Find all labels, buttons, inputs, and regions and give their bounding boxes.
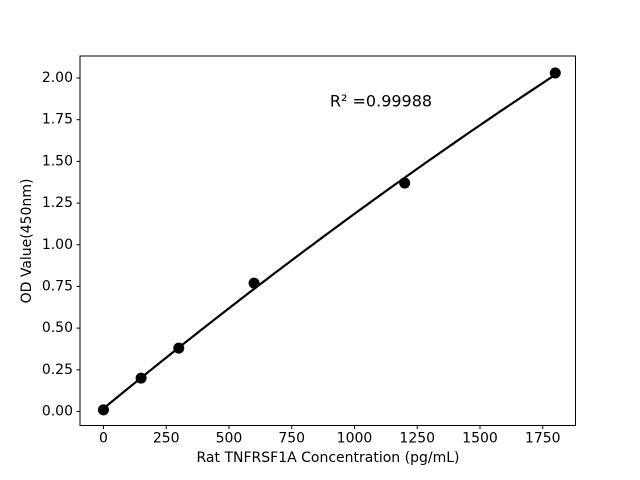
data-point [549,67,561,79]
x-tick-label: 1500 [462,431,498,447]
data-point [97,404,109,416]
y-tick-label: 0.75 [42,278,73,294]
y-tick-label: 1.75 [42,112,73,128]
data-point [399,177,411,189]
y-axis-label: OD Value(450nm) [19,179,35,304]
data-point [248,277,260,289]
y-tick-label: 1.25 [42,195,73,211]
y-tick-label: 0.25 [42,362,73,378]
x-tick-label: 1000 [337,431,373,447]
plot-area: 0 250 500 750 1000 1250 1500 1750 0.00 0.25 0.50 0.… [42,55,576,447]
x-tick-label: 0 [99,431,108,447]
y-tick-label: 1.00 [42,237,73,253]
data-point [173,342,185,354]
x-tick-label: 750 [278,431,305,447]
y-tick-label: 1.50 [42,153,73,169]
x-tick-label: 1750 [525,431,561,447]
data-point [135,372,147,384]
x-tick-label: 500 [216,431,243,447]
y-tick-label: 0.50 [42,320,73,336]
x-axis-label: Rat TNFRSF1A Concentration (pg/mL) [197,450,460,466]
axes-spines [79,55,576,426]
y-tick-label: 2.00 [42,70,73,86]
x-tick-label: 250 [153,431,180,447]
y-tick-label: 0.00 [42,403,73,419]
r-squared-annotation: R² =0.99988 [330,92,432,111]
x-tick-label: 1250 [399,431,435,447]
